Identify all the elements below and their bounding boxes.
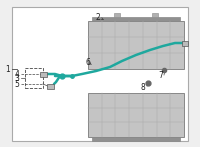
Bar: [88, 93, 184, 137]
Bar: [47, 84, 54, 89]
Bar: [114, 13, 120, 17]
Bar: [152, 13, 158, 17]
Text: 2: 2: [96, 12, 100, 21]
Text: 5: 5: [15, 80, 19, 88]
Text: 4: 4: [15, 70, 19, 78]
Text: 1: 1: [5, 65, 10, 74]
Text: 3: 3: [15, 74, 19, 82]
Bar: [92, 17, 180, 21]
Bar: [25, 68, 43, 88]
Bar: [92, 137, 180, 141]
Bar: [88, 21, 184, 69]
Text: 8: 8: [141, 82, 145, 91]
Text: 6: 6: [86, 57, 90, 66]
Text: 7: 7: [159, 71, 163, 80]
Bar: [40, 72, 47, 77]
Bar: [182, 41, 188, 46]
Bar: [12, 7, 188, 141]
